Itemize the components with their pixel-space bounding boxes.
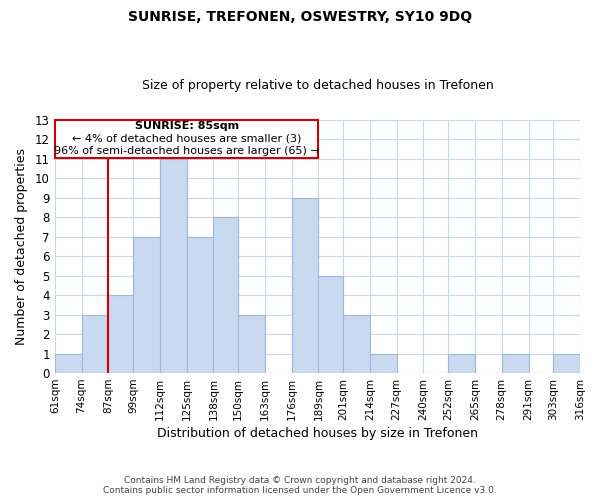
Bar [214,217,238,373]
Title: Size of property relative to detached houses in Trefonen: Size of property relative to detached ho… [142,79,493,92]
Bar [370,354,397,373]
Bar [55,354,82,373]
Bar [238,314,265,373]
X-axis label: Distribution of detached houses by size in Trefonen: Distribution of detached houses by size … [157,427,478,440]
Text: SUNRISE: 85sqm: SUNRISE: 85sqm [134,121,239,131]
Text: ← 4% of detached houses are smaller (3): ← 4% of detached houses are smaller (3) [72,134,301,143]
Text: SUNRISE, TREFONEN, OSWESTRY, SY10 9DQ: SUNRISE, TREFONEN, OSWESTRY, SY10 9DQ [128,10,472,24]
Text: Contains HM Land Registry data © Crown copyright and database right 2024.
Contai: Contains HM Land Registry data © Crown c… [103,476,497,495]
Bar [82,314,109,373]
Bar [292,198,319,373]
FancyBboxPatch shape [55,120,319,158]
Bar [133,236,160,373]
Bar [109,295,133,373]
Bar [502,354,529,373]
Bar [187,236,214,373]
Bar [343,314,370,373]
Bar [448,354,475,373]
Y-axis label: Number of detached properties: Number of detached properties [15,148,28,345]
Bar [553,354,580,373]
Bar [160,158,187,373]
Text: 96% of semi-detached houses are larger (65) →: 96% of semi-detached houses are larger (… [54,146,319,156]
Bar [319,276,343,373]
